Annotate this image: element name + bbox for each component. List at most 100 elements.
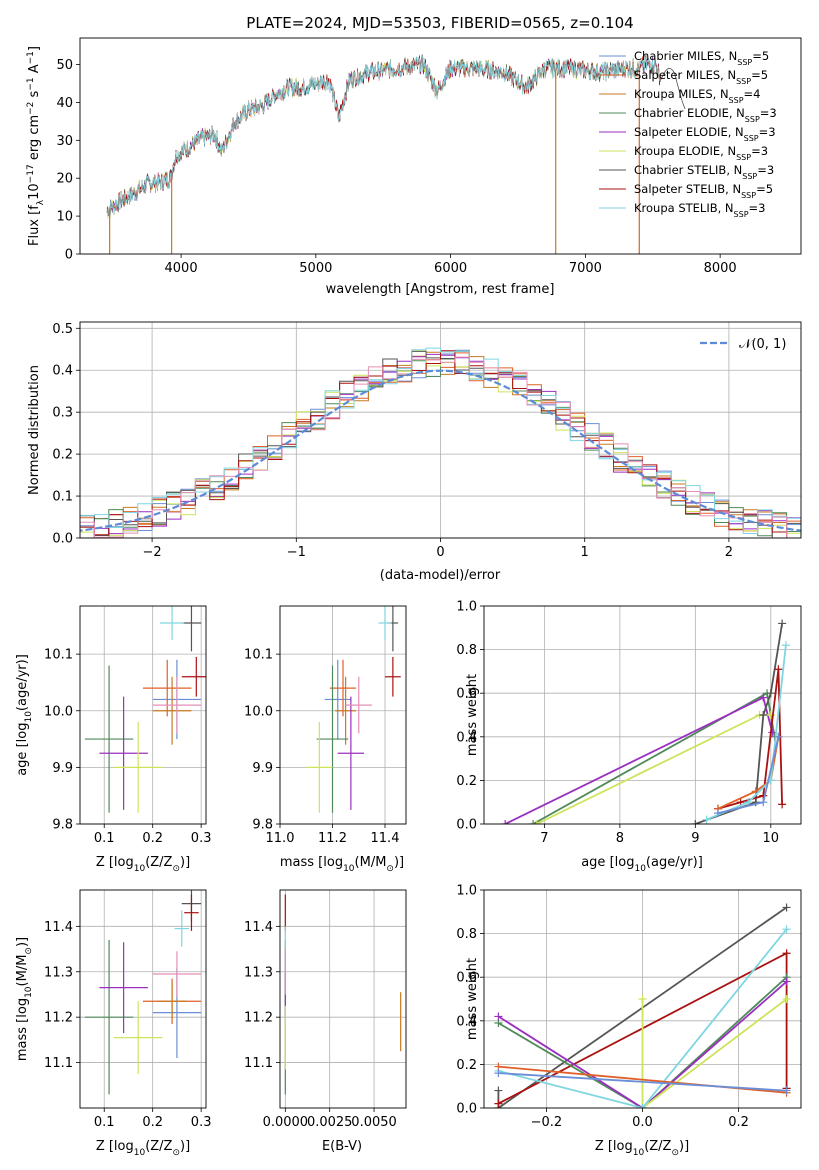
- x-axis-label: Z [log10(Z/Z⊙)]: [96, 855, 190, 874]
- y-tick-label: 10.1: [44, 648, 73, 663]
- weight-marker: [638, 1104, 647, 1108]
- weight-line: [498, 1072, 787, 1092]
- weight-marker: [781, 641, 790, 650]
- weight-marker: [638, 995, 647, 1003]
- y-tick-label: 0.4: [456, 730, 477, 745]
- axes-frame: [79, 321, 802, 539]
- axes-frame: [279, 605, 407, 825]
- error-bar-point: [152, 951, 202, 997]
- axes-frame: [79, 605, 207, 825]
- x-tick-label: 11.0: [266, 831, 295, 846]
- weight-marker: [744, 798, 753, 807]
- weight-line: [497, 906, 788, 1108]
- weight-marker: [691, 820, 700, 824]
- x-tick-label: 0.3: [191, 1115, 212, 1130]
- weight-marker: [532, 820, 541, 824]
- legend-label: Salpeter MILES, NSSP=5: [634, 68, 768, 86]
- spectrum-line: [106, 56, 661, 215]
- weight-marker: [782, 1086, 791, 1095]
- error-bar-point: [99, 942, 148, 1034]
- y-tick-label: 0.2: [456, 774, 477, 789]
- error-bar-point: [316, 665, 349, 813]
- x-tick-label: 0.2: [728, 1115, 749, 1130]
- plot-area: [84, 890, 202, 1095]
- x-axis-label: mass [log10(M/M⊙)]: [280, 855, 404, 874]
- legend-label: Kroupa STELIB, NSSP=3: [634, 201, 765, 219]
- x-tick-label: 0.0000: [263, 1115, 309, 1130]
- x-tick-label: −1: [287, 545, 306, 560]
- axes-frame: [79, 37, 802, 255]
- x-axis-label: Z [log10(Z/Z⊙)]: [96, 1139, 190, 1158]
- error-bar-point: [99, 696, 148, 810]
- histogram-series: [80, 356, 801, 538]
- y-tick-label: 20: [56, 172, 73, 187]
- error-bar-point: [84, 665, 134, 813]
- y-tick-label: 9.9: [52, 761, 73, 776]
- weight-marker: [782, 925, 791, 934]
- y-tick-label: 10: [56, 210, 73, 225]
- weight-line: [717, 736, 780, 810]
- y-tick-label: 0.0: [456, 1102, 477, 1117]
- error-bar-point: [306, 722, 333, 813]
- legend-label: Kroupa MILES, NSSP=4: [634, 87, 760, 105]
- y-axis-label: mass [log10(M/M⊙)]: [15, 937, 34, 1061]
- x-tick-label: 1: [581, 545, 589, 560]
- x-tick-label: 9: [691, 831, 699, 846]
- x-tick-label: 7: [540, 831, 548, 846]
- plot-area: [494, 903, 791, 1108]
- x-tick-label: 0.0050: [351, 1115, 397, 1130]
- y-tick-label: 11.3: [44, 965, 73, 980]
- spectrum-line: [106, 54, 661, 218]
- weight-marker: [766, 689, 775, 698]
- age-vs-mass-axes: 11.0 11.2 11.4 9.8 9.9 10.0 10.1: [244, 605, 407, 846]
- weight-marker: [774, 732, 783, 741]
- weight-marker: [768, 728, 777, 737]
- y-tick-label: 11.1: [244, 1056, 273, 1071]
- spectrum-axes: 4000 5000 6000 7000 8000 0 10 20 30 40 50: [56, 37, 802, 276]
- weight-marker: [494, 1012, 503, 1021]
- y-tick-label: 0.5: [52, 322, 73, 337]
- y-tick-label: 0.8: [456, 927, 477, 942]
- x-tick-label: 11.4: [371, 831, 400, 846]
- y-axis-label: age [log10(age/yr)]: [15, 654, 34, 776]
- axes-frame: [483, 889, 802, 1109]
- plot-area: [80, 347, 801, 538]
- spectrum-line: [106, 55, 661, 219]
- weight-marker: [759, 798, 768, 807]
- y-axis-label: Flux [fλ10−17 erg cm−2 s−1 A−1]: [26, 46, 46, 246]
- weight-marker: [759, 693, 768, 702]
- axes-frame: [79, 889, 207, 1109]
- residual-hist-axes: −2 −1 0 1 2 0.0 0.1 0.2 0.3 0.4 0.5: [52, 321, 802, 560]
- plot-area: [306, 606, 401, 813]
- spectrum-tail: [660, 67, 686, 110]
- histogram-series: [80, 350, 801, 538]
- weight-line: [717, 669, 783, 810]
- weight-marker: [494, 1069, 503, 1078]
- x-tick-label: 0: [436, 545, 444, 560]
- x-axis-label: (data-model)/error: [380, 568, 501, 583]
- error-bar-point: [345, 676, 372, 734]
- x-tick-label: 0.3: [191, 831, 212, 846]
- error-bar-point: [181, 606, 202, 652]
- y-tick-label: 0.4: [52, 364, 73, 379]
- x-tick-label: 6000: [434, 261, 467, 276]
- weight-marker: [494, 1099, 503, 1108]
- x-tick-label: 2: [725, 545, 733, 560]
- legend-label: Chabrier ELODIE, NSSP=3: [634, 106, 777, 124]
- x-tick-label: 0.0: [632, 1115, 653, 1130]
- error-bar-point: [152, 676, 192, 745]
- y-tick-label: 11.2: [244, 1011, 273, 1026]
- y-tick-label: 0.6: [456, 687, 477, 702]
- error-bar-point: [337, 696, 364, 810]
- y-tick-label: 0.2: [456, 1058, 477, 1073]
- x-axis-label: age [log10(age/yr)]: [581, 855, 703, 874]
- weight-line: [532, 691, 776, 824]
- weight-marker: [759, 711, 768, 719]
- x-tick-label: 0.1: [94, 831, 115, 846]
- error-bar-point: [335, 676, 357, 745]
- x-tick-label: 0.2: [142, 1115, 163, 1130]
- error-bar-point: [378, 606, 392, 640]
- y-tick-label: 0.6: [456, 971, 477, 986]
- y-tick-label: 0.0: [456, 818, 477, 833]
